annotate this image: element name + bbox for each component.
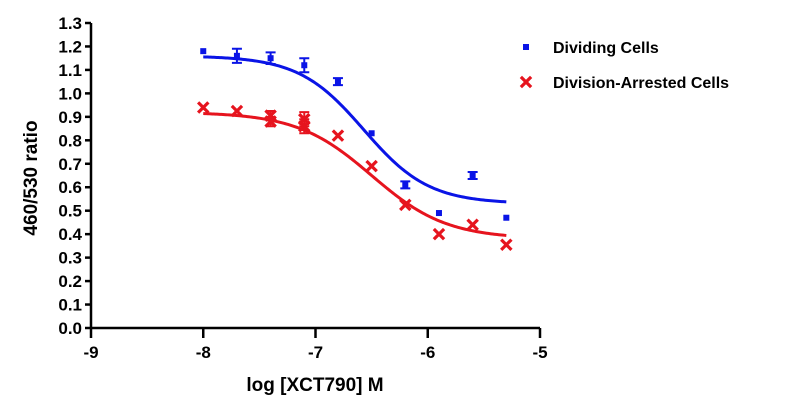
y-tick-label: 0.6 xyxy=(58,178,82,197)
legend-marker-1 xyxy=(519,75,533,89)
legend: Dividing Cells Division-Arrested Cells xyxy=(519,40,729,92)
data-point-series-0 xyxy=(435,210,442,217)
y-tick-label: 0.2 xyxy=(58,272,82,291)
data-point-series-1 xyxy=(399,198,412,212)
data-point-series-0 xyxy=(267,55,274,62)
y-tick-label: 0.7 xyxy=(58,155,82,174)
legend-label-0: Dividing Cells xyxy=(553,40,659,57)
x-tick-label: -8 xyxy=(196,343,211,362)
y-tick-label: 0.0 xyxy=(58,319,82,338)
data-point-series-1 xyxy=(264,115,277,128)
y-tick-label: 0.4 xyxy=(58,225,82,244)
y-tick-label: 0.5 xyxy=(58,202,82,221)
data-point-series-0 xyxy=(233,52,240,59)
y-tick-label: 0.3 xyxy=(58,249,82,268)
data-point-series-1 xyxy=(466,218,479,232)
x-axis-title: log [XCT790] M xyxy=(246,375,383,396)
data-point-series-0 xyxy=(200,48,207,55)
x-tick-label: -6 xyxy=(420,343,435,362)
y-tick-label: 0.9 xyxy=(58,108,82,127)
fit-curve-series-1 xyxy=(203,112,507,237)
x-tick-label: -5 xyxy=(532,343,547,362)
axes: 0.0 0.1 0.2 0.3 0.4 0.5 0.6 0.7 0.8 0.9 1.0 1.1 1.2 1… xyxy=(58,14,547,362)
data-point-series-0 xyxy=(402,181,409,188)
fit-curves xyxy=(203,55,507,237)
x-tick-label: -9 xyxy=(83,343,98,362)
y-tick-label: 1.1 xyxy=(58,61,82,80)
fit-curve-series-0 xyxy=(203,55,507,204)
data-point-series-0 xyxy=(334,78,341,85)
data-point-series-1 xyxy=(331,129,345,142)
data-point-series-1 xyxy=(230,104,244,118)
legend-label-1: Division-Arrested Cells xyxy=(553,75,729,92)
data-point-series-1 xyxy=(365,159,378,173)
legend-marker-0 xyxy=(523,44,529,50)
data-points xyxy=(196,47,513,251)
x-tick-label: -7 xyxy=(308,343,323,362)
data-point-series-0 xyxy=(301,62,308,69)
y-tick-label: 1.3 xyxy=(58,14,82,33)
data-point-series-1 xyxy=(196,101,210,114)
y-tick-label: 1.2 xyxy=(58,37,82,56)
y-axis-title: 460/530 ratio xyxy=(21,120,42,235)
data-point-series-1 xyxy=(500,238,513,251)
y-tick-label: 1.0 xyxy=(58,84,82,103)
y-tick-label: 0.8 xyxy=(58,131,82,150)
y-tick-label: 0.1 xyxy=(58,296,82,315)
data-point-series-0 xyxy=(503,214,510,221)
data-point-series-1 xyxy=(298,119,311,133)
data-point-series-0 xyxy=(368,130,375,137)
data-point-series-0 xyxy=(469,172,476,179)
data-point-series-1 xyxy=(432,227,446,241)
